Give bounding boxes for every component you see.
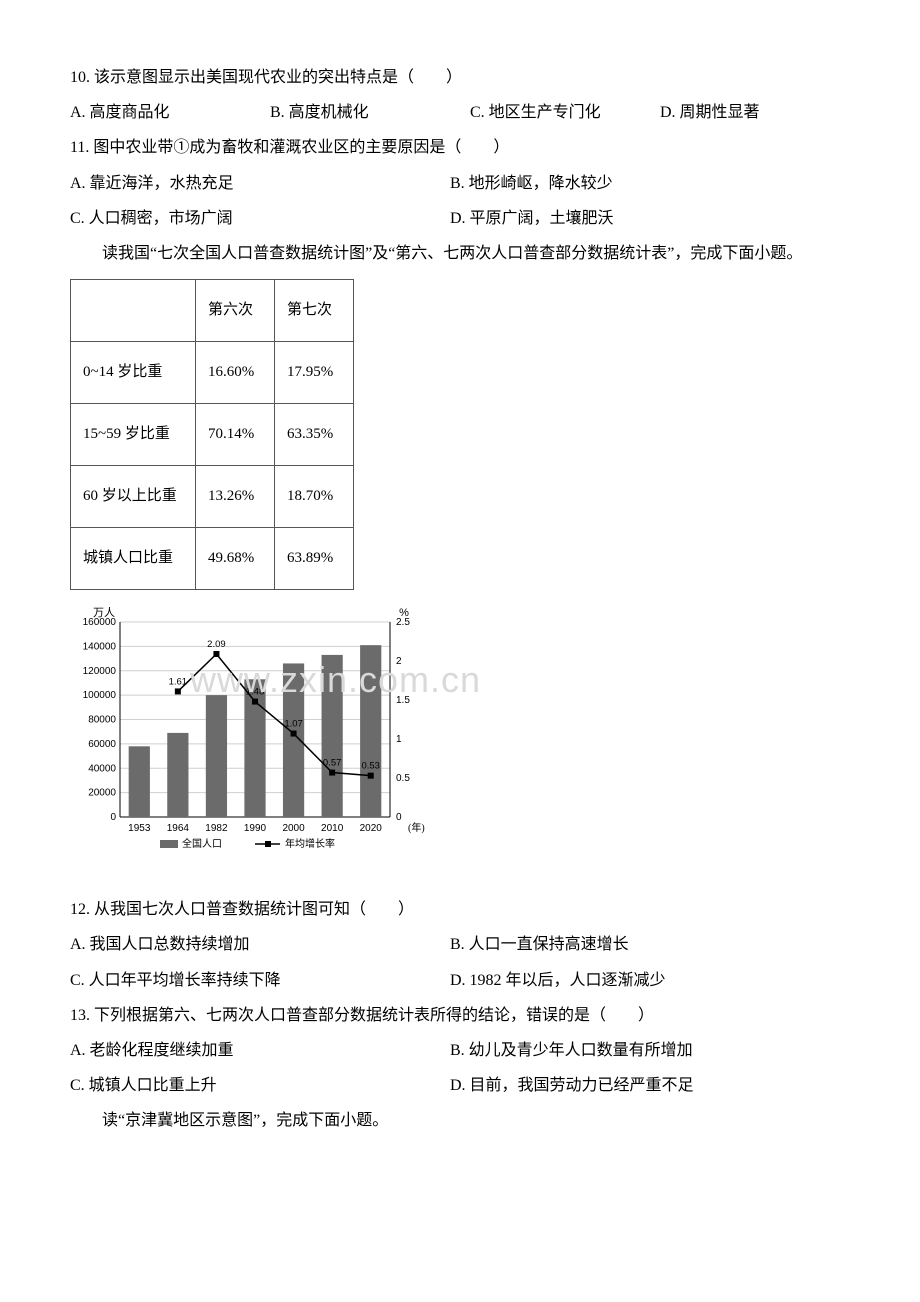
table-header-blank — [71, 280, 196, 342]
question-11-options-row2: C. 人口稠密，市场广阔 D. 平原广阔，土壤肥沃 — [70, 201, 850, 236]
svg-text:1953: 1953 — [128, 823, 151, 834]
question-13-options-row1: A. 老龄化程度继续加重 B. 幼儿及青少年人口数量有所增加 — [70, 1033, 850, 1068]
question-11-text: 11. 图中农业带①成为畜牧和灌溉农业区的主要原因是（ ） — [70, 130, 850, 165]
svg-text:20000: 20000 — [88, 788, 116, 799]
question-13-options-row2: C. 城镇人口比重上升 D. 目前，我国劳动力已经严重不足 — [70, 1068, 850, 1103]
svg-text:2020: 2020 — [360, 823, 383, 834]
table-row: 0~14 岁比重 16.60% 17.95% — [71, 342, 354, 404]
question-11-options-row1: A. 靠近海洋，水热充足 B. 地形崎岖，降水较少 — [70, 166, 850, 201]
table-cell: 49.68% — [196, 528, 275, 590]
q10-option-a[interactable]: A. 高度商品化 — [70, 95, 270, 130]
q13-option-b[interactable]: B. 幼儿及青少年人口数量有所增加 — [450, 1033, 830, 1068]
census-chart: www.zxin.com.cn 020000400006000080000100… — [70, 602, 430, 862]
table-cell: 63.35% — [275, 404, 354, 466]
question-12-options-row2: C. 人口年平均增长率持续下降 D. 1982 年以后，人口逐渐减少 — [70, 963, 850, 998]
q12-option-b[interactable]: B. 人口一直保持高速增长 — [450, 927, 830, 962]
q10-option-b[interactable]: B. 高度机械化 — [270, 95, 470, 130]
table-cell: 60 岁以上比重 — [71, 466, 196, 528]
svg-text:1.48: 1.48 — [246, 687, 265, 698]
svg-text:2: 2 — [396, 656, 402, 667]
q12-option-c[interactable]: C. 人口年平均增长率持续下降 — [70, 963, 450, 998]
svg-text:1964: 1964 — [167, 823, 190, 834]
svg-text:0.57: 0.57 — [323, 758, 342, 769]
table-cell: 17.95% — [275, 342, 354, 404]
svg-text:万人: 万人 — [93, 606, 115, 619]
svg-text:0: 0 — [110, 812, 116, 823]
svg-text:0: 0 — [396, 812, 402, 823]
question-11: 11. 图中农业带①成为畜牧和灌溉农业区的主要原因是（ ） A. 靠近海洋，水热… — [70, 130, 850, 236]
table-header-6th: 第六次 — [196, 280, 275, 342]
table-header-row: 第六次 第七次 — [71, 280, 354, 342]
question-10-options: A. 高度商品化 B. 高度机械化 C. 地区生产专门化 D. 周期性显著 — [70, 95, 850, 130]
svg-text:%: % — [399, 607, 409, 619]
intro-text-census: 读我国“七次全国人口普查数据统计图”及“第六、七两次人口普查部分数据统计表”，完… — [70, 236, 850, 271]
q13-option-a[interactable]: A. 老龄化程度继续加重 — [70, 1033, 450, 1068]
intro-text-jjj: 读“京津冀地区示意图”，完成下面小题。 — [70, 1103, 850, 1138]
table-row: 城镇人口比重 49.68% 63.89% — [71, 528, 354, 590]
q10-option-d[interactable]: D. 周期性显著 — [660, 95, 820, 130]
svg-text:1.07: 1.07 — [284, 719, 303, 730]
question-13-text: 13. 下列根据第六、七两次人口普查部分数据统计表所得的结论，错误的是（ ） — [70, 998, 850, 1033]
svg-text:140000: 140000 — [83, 642, 117, 653]
census-table: 第六次 第七次 0~14 岁比重 16.60% 17.95% 15~59 岁比重… — [70, 279, 354, 590]
q12-option-d[interactable]: D. 1982 年以后，人口逐渐减少 — [450, 963, 830, 998]
q11-option-c[interactable]: C. 人口稠密，市场广阔 — [70, 201, 450, 236]
table-row: 15~59 岁比重 70.14% 63.35% — [71, 404, 354, 466]
svg-text:1990: 1990 — [244, 823, 267, 834]
svg-text:1.5: 1.5 — [396, 695, 410, 706]
svg-text:0.5: 0.5 — [396, 773, 410, 784]
question-12-text: 12. 从我国七次人口普查数据统计图可知（ ） — [70, 892, 850, 927]
census-chart-svg: 0200004000060000800001000001200001400001… — [70, 602, 430, 862]
q10-option-c[interactable]: C. 地区生产专门化 — [470, 95, 660, 130]
q11-option-b[interactable]: B. 地形崎岖，降水较少 — [450, 166, 830, 201]
table-cell: 0~14 岁比重 — [71, 342, 196, 404]
svg-text:40000: 40000 — [88, 763, 116, 774]
svg-text:2.09: 2.09 — [207, 639, 226, 650]
q13-option-c[interactable]: C. 城镇人口比重上升 — [70, 1068, 450, 1103]
table-cell: 15~59 岁比重 — [71, 404, 196, 466]
q12-option-a[interactable]: A. 我国人口总数持续增加 — [70, 927, 450, 962]
q11-option-d[interactable]: D. 平原广阔，土壤肥沃 — [450, 201, 830, 236]
table-cell: 16.60% — [196, 342, 275, 404]
q13-option-d[interactable]: D. 目前，我国劳动力已经严重不足 — [450, 1068, 830, 1103]
table-cell: 70.14% — [196, 404, 275, 466]
q11-option-a[interactable]: A. 靠近海洋，水热充足 — [70, 166, 450, 201]
svg-text:80000: 80000 — [88, 715, 116, 726]
svg-text:2000: 2000 — [282, 823, 305, 834]
table-row: 60 岁以上比重 13.26% 18.70% — [71, 466, 354, 528]
table-cell: 13.26% — [196, 466, 275, 528]
question-12-options-row1: A. 我国人口总数持续增加 B. 人口一直保持高速增长 — [70, 927, 850, 962]
svg-text:60000: 60000 — [88, 739, 116, 750]
svg-text:120000: 120000 — [83, 666, 117, 677]
svg-text:1: 1 — [396, 734, 402, 745]
question-13: 13. 下列根据第六、七两次人口普查部分数据统计表所得的结论，错误的是（ ） A… — [70, 998, 850, 1104]
table-cell: 63.89% — [275, 528, 354, 590]
svg-text:(年): (年) — [408, 821, 425, 834]
question-12: 12. 从我国七次人口普查数据统计图可知（ ） A. 我国人口总数持续增加 B.… — [70, 892, 850, 998]
svg-text:1.61: 1.61 — [169, 677, 188, 688]
svg-text:全国人口: 全国人口 — [182, 837, 222, 850]
svg-text:2010: 2010 — [321, 823, 344, 834]
svg-text:年均增长率: 年均增长率 — [285, 837, 335, 850]
table-header-7th: 第七次 — [275, 280, 354, 342]
table-cell: 城镇人口比重 — [71, 528, 196, 590]
svg-text:100000: 100000 — [83, 690, 117, 701]
table-cell: 18.70% — [275, 466, 354, 528]
svg-text:1982: 1982 — [205, 823, 228, 834]
svg-text:0.53: 0.53 — [361, 761, 380, 772]
question-10: 10. 该示意图显示出美国现代农业的突出特点是（ ） A. 高度商品化 B. 高… — [70, 60, 850, 130]
question-10-text: 10. 该示意图显示出美国现代农业的突出特点是（ ） — [70, 60, 850, 95]
